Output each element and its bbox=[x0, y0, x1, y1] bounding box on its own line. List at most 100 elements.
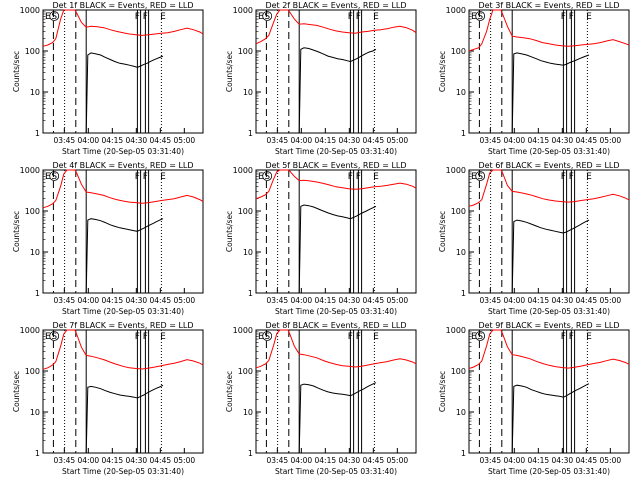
marker-circle bbox=[475, 11, 486, 21]
chart-panel-3: Det 3f BLACK = Events, RED = LLD 1 10 100 10… bbox=[438, 1, 630, 156]
marker-label-f: F bbox=[569, 332, 574, 342]
marker-label-e: E bbox=[586, 332, 592, 342]
chart-panel-8: Det 8f BLACK = Events, RED = LLD 1 10 100 10… bbox=[225, 321, 417, 476]
y-axis-label: Counts/sec bbox=[438, 371, 447, 412]
marker-circle bbox=[262, 171, 273, 181]
x-tick-label: 04:30 bbox=[339, 456, 361, 465]
x-tick-label: 04:15 bbox=[528, 456, 550, 465]
marker-label-s: S bbox=[51, 172, 57, 182]
y-tick-label: 1000 bbox=[446, 166, 466, 175]
series-line-lld bbox=[255, 169, 417, 200]
marker-label-e: E bbox=[471, 12, 477, 22]
series-line-lld bbox=[255, 9, 417, 45]
y-tick-label: 10 bbox=[243, 88, 253, 97]
x-tick-label: 04:15 bbox=[528, 136, 550, 145]
marker-label-e: E bbox=[160, 332, 166, 342]
x-tick-label: 05:00 bbox=[600, 456, 622, 465]
marker-label-f: F bbox=[356, 172, 361, 182]
marker-label-f: F bbox=[561, 172, 566, 182]
y-tick-label: 10 bbox=[243, 248, 253, 257]
y-tick-label: 1 bbox=[461, 449, 466, 458]
y-tick-label: 1 bbox=[248, 129, 253, 138]
x-tick-label: 04:15 bbox=[315, 136, 337, 145]
y-tick-label: 1 bbox=[461, 129, 466, 138]
y-tick-label: 1000 bbox=[233, 326, 253, 335]
y-tick-label: 100 bbox=[451, 47, 466, 56]
y-tick-label: 1000 bbox=[20, 326, 40, 335]
x-tick-label: 04:00 bbox=[504, 136, 526, 145]
marker-label-f: F bbox=[569, 172, 574, 182]
y-tick-label: 1000 bbox=[20, 6, 40, 15]
marker-label-s: S bbox=[51, 332, 57, 342]
x-tick-label: 04:15 bbox=[315, 296, 337, 305]
marker-label-e: E bbox=[373, 12, 379, 22]
x-tick-label: 05:00 bbox=[387, 456, 409, 465]
marker-label-s: S bbox=[264, 12, 270, 22]
marker-circle bbox=[49, 331, 60, 341]
series-line-events bbox=[85, 384, 164, 454]
series-line-events bbox=[511, 219, 590, 294]
y-tick-label: 100 bbox=[238, 367, 253, 376]
chart-title: Det 5f BLACK = Events, RED = LLD bbox=[265, 161, 406, 170]
x-tick-label: 04:45 bbox=[576, 296, 598, 305]
marker-label-e: E bbox=[373, 172, 379, 182]
chart-panel-5: Det 5f BLACK = Events, RED = LLD 1 10 100 10… bbox=[225, 161, 417, 316]
marker-label-s: S bbox=[51, 12, 57, 22]
x-tick-label: 05:00 bbox=[174, 296, 196, 305]
y-tick-label: 100 bbox=[25, 47, 40, 56]
x-tick-label: 04:45 bbox=[363, 296, 385, 305]
plot-frame bbox=[42, 169, 204, 294]
chart-panel-6: Det 6f BLACK = Events, RED = LLD 1 10 100 10… bbox=[438, 161, 630, 316]
y-axis-label: Counts/sec bbox=[438, 51, 447, 92]
marker-label-f: F bbox=[356, 332, 361, 342]
x-tick-label: 03:45 bbox=[480, 296, 502, 305]
marker-label-f: F bbox=[143, 332, 148, 342]
plot-frame bbox=[255, 329, 417, 454]
x-tick-label: 05:00 bbox=[600, 296, 622, 305]
marker-label-f: F bbox=[348, 332, 353, 342]
marker-label-e: E bbox=[160, 172, 166, 182]
x-tick-label: 04:30 bbox=[552, 296, 574, 305]
x-tick-label: 04:00 bbox=[78, 136, 100, 145]
x-tick-label: 03:45 bbox=[267, 136, 289, 145]
y-tick-label: 1 bbox=[35, 129, 40, 138]
marker-label-s: S bbox=[477, 332, 483, 342]
y-tick-label: 1 bbox=[35, 449, 40, 458]
x-axis-label: Start Time (20-Sep-05 03:31:40) bbox=[488, 467, 610, 476]
y-axis-label: Counts/sec bbox=[438, 211, 447, 252]
y-tick-label: 100 bbox=[25, 367, 40, 376]
chart-panel-2: Det 2f BLACK = Events, RED = LLD 1 10 100 10… bbox=[225, 1, 417, 156]
y-tick-label: 1000 bbox=[233, 166, 253, 175]
chart-panel-9: Det 9f BLACK = Events, RED = LLD 1 10 100 10… bbox=[438, 321, 630, 476]
y-axis-label: Counts/sec bbox=[12, 211, 21, 252]
x-tick-label: 04:45 bbox=[150, 296, 172, 305]
series-line-lld bbox=[468, 329, 630, 369]
x-tick-label: 05:00 bbox=[174, 136, 196, 145]
series-line-lld bbox=[468, 169, 630, 207]
marker-label-f: F bbox=[356, 12, 361, 22]
x-tick-label: 04:00 bbox=[291, 296, 313, 305]
series-line-events bbox=[298, 204, 377, 294]
plot-frame bbox=[42, 329, 204, 454]
series-line-lld bbox=[468, 9, 630, 52]
x-axis-label: Start Time (20-Sep-05 03:31:40) bbox=[275, 147, 397, 156]
plot-frame bbox=[468, 329, 630, 454]
x-tick-label: 03:45 bbox=[54, 136, 76, 145]
series-line-lld bbox=[42, 169, 204, 209]
marker-label-f: F bbox=[348, 172, 353, 182]
series-line-events bbox=[511, 383, 590, 454]
x-axis-label: Start Time (20-Sep-05 03:31:40) bbox=[62, 307, 184, 316]
marker-circle bbox=[475, 171, 486, 181]
marker-label-e: E bbox=[586, 12, 592, 22]
y-tick-label: 100 bbox=[238, 47, 253, 56]
marker-label-s: S bbox=[477, 172, 483, 182]
y-tick-label: 10 bbox=[30, 408, 40, 417]
x-axis-label: Start Time (20-Sep-05 03:31:40) bbox=[275, 467, 397, 476]
x-tick-label: 04:15 bbox=[315, 456, 337, 465]
x-tick-label: 05:00 bbox=[387, 136, 409, 145]
x-tick-label: 04:30 bbox=[552, 136, 574, 145]
x-tick-label: 04:00 bbox=[78, 296, 100, 305]
x-axis-label: Start Time (20-Sep-05 03:31:40) bbox=[62, 467, 184, 476]
y-tick-label: 10 bbox=[30, 88, 40, 97]
